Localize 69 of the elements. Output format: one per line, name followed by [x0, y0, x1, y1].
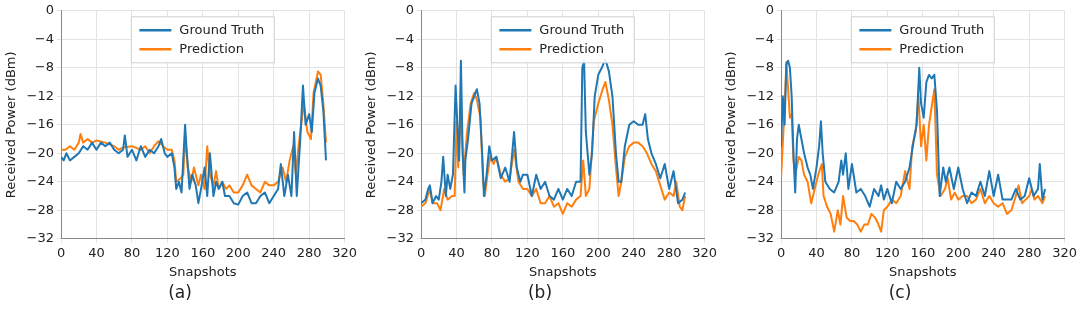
text: (a) — [168, 282, 192, 302]
x-tick-label: 320 — [332, 244, 358, 260]
y-tick-label: −16 — [386, 116, 415, 132]
x-axis-title: Snapshots — [889, 263, 957, 279]
text: (c) — [888, 282, 912, 302]
x-tick-label: 200 — [945, 244, 971, 260]
y-tick-label: −24 — [386, 173, 415, 189]
legend-label: Ground Truth — [179, 21, 265, 37]
y-tick-label: −32 — [386, 230, 415, 246]
x-tick-label: 280 — [1016, 244, 1042, 260]
y-tick-label: −16 — [746, 116, 775, 132]
y-tick-label: −20 — [26, 144, 55, 160]
y-axis-title: Received Power (dBm) — [723, 51, 739, 199]
x-tick-label: 240 — [981, 244, 1007, 260]
legend-label: Prediction — [179, 40, 244, 56]
x-tick-label: 80 — [843, 244, 861, 260]
x-tick-label: 280 — [296, 244, 322, 260]
y-tick-label: −12 — [386, 87, 415, 103]
x-tick-label: 160 — [550, 244, 576, 260]
x-tick-label: 160 — [190, 244, 216, 260]
y-tick-label: −4 — [754, 30, 775, 46]
y-tick-label: −28 — [386, 201, 415, 217]
x-tick-label: 40 — [448, 244, 465, 260]
legend-label: Ground Truth — [539, 21, 625, 37]
y-tick-label: −28 — [746, 201, 775, 217]
y-tick-label: −4 — [394, 30, 415, 46]
y-tick-label: −24 — [26, 173, 55, 189]
x-tick-label: 320 — [692, 244, 718, 260]
x-tick-label: 240 — [621, 244, 647, 260]
y-tick-label: −20 — [386, 144, 415, 160]
x-axis-title: Snapshots — [529, 263, 597, 279]
y-tick-label: 0 — [45, 2, 55, 18]
y-axis-title: Received Power (dBm) — [3, 51, 19, 199]
legend-label: Prediction — [539, 40, 604, 56]
y-tick-label: −4 — [34, 30, 55, 46]
x-tick-label: 200 — [585, 244, 611, 260]
x-axis-title: Snapshots — [169, 263, 237, 279]
x-tick-label: 160 — [910, 244, 936, 260]
x-tick-label: 80 — [483, 244, 501, 260]
x-tick-label: 120 — [874, 244, 900, 260]
y-tick-label: −8 — [34, 59, 55, 75]
y-tick-label: −24 — [746, 173, 775, 189]
x-tick-label: 120 — [514, 244, 540, 260]
y-tick-label: 0 — [765, 2, 775, 18]
y-tick-label: −8 — [394, 59, 415, 75]
y-tick-label: −32 — [746, 230, 775, 246]
x-tick-label: 0 — [416, 244, 426, 260]
x-tick-label: 120 — [154, 244, 180, 260]
x-tick-label: 200 — [225, 244, 251, 260]
x-tick-label: 280 — [656, 244, 682, 260]
y-tick-label: 0 — [405, 2, 415, 18]
y-tick-label: −12 — [26, 87, 55, 103]
legend-label: Prediction — [899, 40, 964, 56]
y-tick-label: −32 — [26, 230, 55, 246]
y-tick-label: −28 — [26, 201, 55, 217]
text: (b) — [527, 282, 553, 302]
x-tick-label: 240 — [261, 244, 287, 260]
x-tick-label: 80 — [123, 244, 141, 260]
x-tick-label: 0 — [776, 244, 786, 260]
x-tick-label: 40 — [88, 244, 105, 260]
y-axis-title: Received Power (dBm) — [363, 51, 379, 199]
x-tick-label: 0 — [56, 244, 66, 260]
y-tick-label: −12 — [746, 87, 775, 103]
y-tick-label: −8 — [754, 59, 775, 75]
y-tick-label: −20 — [746, 144, 775, 160]
x-tick-label: 320 — [1052, 244, 1078, 260]
x-tick-label: 40 — [808, 244, 825, 260]
legend-label: Ground Truth — [899, 21, 985, 37]
y-tick-label: −16 — [26, 116, 55, 132]
